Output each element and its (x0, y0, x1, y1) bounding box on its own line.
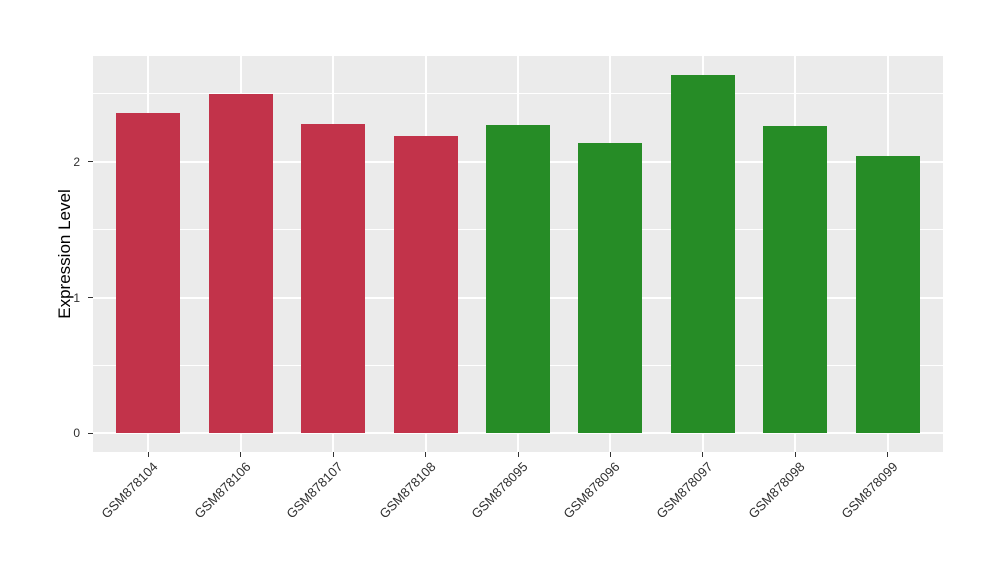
y-axis-title: Expression Level (55, 189, 74, 319)
bar-GSM878104 (116, 112, 181, 434)
y-tick-label: 2 (73, 154, 80, 169)
x-tick-mark (425, 452, 427, 457)
x-tick-mark (887, 452, 889, 457)
bar-GSM878107 (301, 123, 366, 434)
x-tick-mark (240, 452, 242, 457)
x-tick-mark (794, 452, 796, 457)
x-tick-mark (332, 452, 334, 457)
x-tick-mark (609, 452, 611, 457)
bar-GSM878097 (670, 74, 735, 434)
x-tick-mark (702, 452, 704, 457)
bar-GSM878096 (578, 142, 643, 434)
bar-GSM878095 (486, 125, 550, 434)
y-tick-mark (88, 432, 93, 434)
y-tick-label: 0 (73, 426, 80, 441)
x-tick-mark (517, 452, 519, 457)
y-tick-mark (88, 297, 93, 298)
bar-GSM878099 (855, 156, 920, 434)
bar-GSM878106 (208, 93, 273, 434)
x-tick-mark (147, 452, 149, 457)
bar-GSM878108 (393, 135, 458, 434)
y-tick-label: 1 (73, 290, 80, 305)
plot-panel (93, 56, 943, 452)
bar-GSM878098 (763, 126, 828, 434)
y-tick-mark (88, 161, 93, 163)
